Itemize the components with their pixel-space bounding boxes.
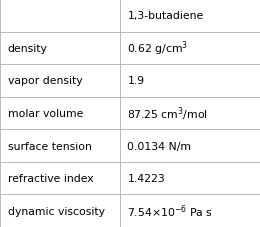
- Text: 7.54×10$^{-6}$ Pa s: 7.54×10$^{-6}$ Pa s: [127, 202, 213, 219]
- Bar: [0, 162, 120, 195]
- Text: 87.25 cm$^3$/mol: 87.25 cm$^3$/mol: [127, 105, 208, 122]
- Text: 1.9: 1.9: [127, 76, 145, 86]
- Bar: [120, 0, 260, 32]
- Text: vapor density: vapor density: [8, 76, 82, 86]
- Bar: [120, 65, 260, 97]
- Bar: [120, 130, 260, 162]
- Text: density: density: [8, 44, 48, 54]
- Bar: [120, 195, 260, 227]
- Bar: [0, 195, 120, 227]
- Text: 1.4223: 1.4223: [127, 173, 165, 183]
- Bar: [0, 130, 120, 162]
- Text: 0.0134 N/m: 0.0134 N/m: [127, 141, 191, 151]
- Text: 1,3-butadiene: 1,3-butadiene: [127, 11, 204, 21]
- Text: dynamic viscosity: dynamic viscosity: [8, 206, 105, 216]
- Bar: [0, 32, 120, 65]
- Text: surface tension: surface tension: [8, 141, 92, 151]
- Bar: [0, 0, 120, 32]
- Bar: [0, 97, 120, 130]
- Bar: [120, 32, 260, 65]
- Bar: [120, 97, 260, 130]
- Bar: [120, 162, 260, 195]
- Text: 0.62 g/cm$^3$: 0.62 g/cm$^3$: [127, 39, 188, 58]
- Text: refractive index: refractive index: [8, 173, 93, 183]
- Bar: [0, 65, 120, 97]
- Text: molar volume: molar volume: [8, 109, 83, 118]
